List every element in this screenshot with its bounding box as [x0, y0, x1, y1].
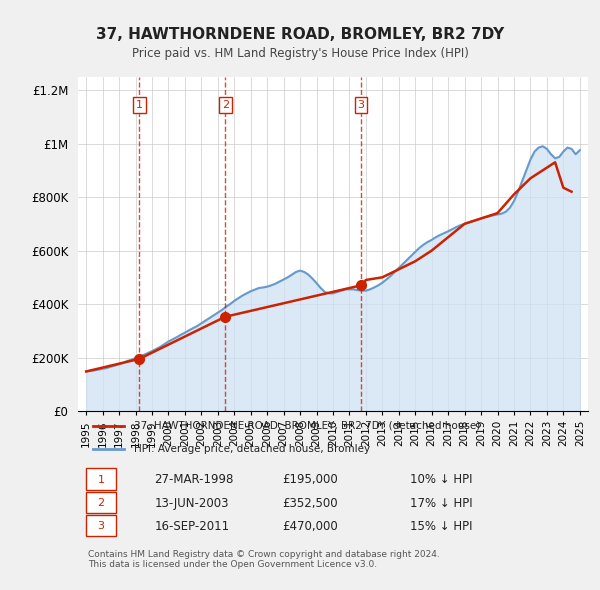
Text: HPI: Average price, detached house, Bromley: HPI: Average price, detached house, Brom…	[134, 444, 370, 454]
Text: £470,000: £470,000	[282, 520, 338, 533]
Text: Contains HM Land Registry data © Crown copyright and database right 2024.
This d: Contains HM Land Registry data © Crown c…	[88, 550, 440, 569]
Text: 1: 1	[97, 475, 104, 485]
Text: 3: 3	[97, 521, 104, 531]
Text: 27-MAR-1998: 27-MAR-1998	[155, 473, 234, 486]
FancyBboxPatch shape	[86, 515, 116, 536]
Text: 2: 2	[221, 100, 229, 110]
Text: Price paid vs. HM Land Registry's House Price Index (HPI): Price paid vs. HM Land Registry's House …	[131, 47, 469, 60]
Text: 16-SEP-2011: 16-SEP-2011	[155, 520, 230, 533]
Text: 3: 3	[358, 100, 365, 110]
Text: £195,000: £195,000	[282, 473, 338, 486]
Text: 2: 2	[97, 498, 104, 508]
Text: 15% ↓ HPI: 15% ↓ HPI	[409, 520, 472, 533]
Text: £352,500: £352,500	[282, 497, 338, 510]
Text: 37, HAWTHORNDENE ROAD, BROMLEY, BR2 7DY (detached house): 37, HAWTHORNDENE ROAD, BROMLEY, BR2 7DY …	[134, 421, 481, 431]
Text: 1: 1	[136, 100, 143, 110]
Text: 37, HAWTHORNDENE ROAD, BROMLEY, BR2 7DY: 37, HAWTHORNDENE ROAD, BROMLEY, BR2 7DY	[96, 27, 504, 41]
Text: 17% ↓ HPI: 17% ↓ HPI	[409, 497, 472, 510]
Text: 10% ↓ HPI: 10% ↓ HPI	[409, 473, 472, 486]
FancyBboxPatch shape	[86, 491, 116, 513]
Text: 13-JUN-2003: 13-JUN-2003	[155, 497, 229, 510]
FancyBboxPatch shape	[86, 468, 116, 490]
